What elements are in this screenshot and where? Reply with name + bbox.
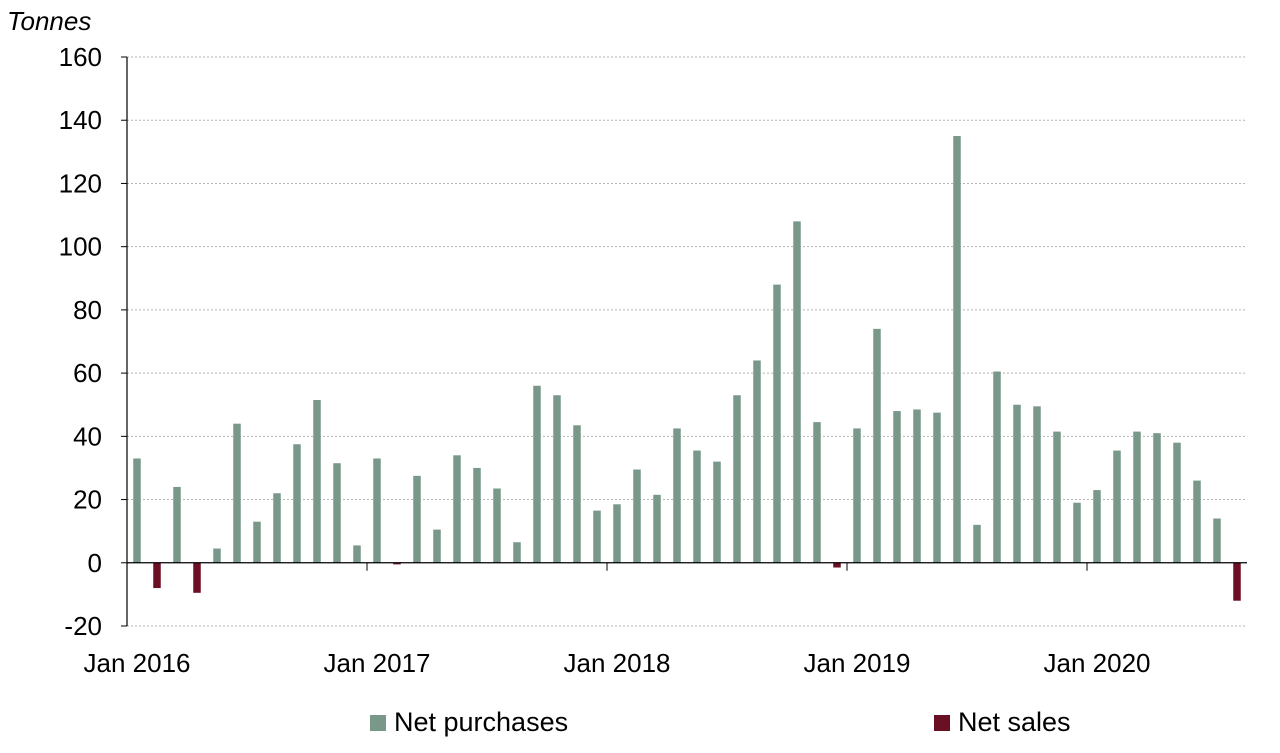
y-tick-label: 80	[73, 295, 102, 325]
x-tick-label: Jan 2019	[804, 648, 911, 678]
legend-label: Net purchases	[394, 707, 568, 737]
bar-net-purchases	[533, 385, 541, 563]
bar-net-purchases	[553, 395, 561, 563]
y-tick-label: 120	[59, 168, 102, 198]
y-axis-ticks: -20 0 20 40 60 80 100 120 140 160	[59, 42, 127, 641]
bar-net-purchases	[913, 409, 921, 563]
bar-net-purchases	[1213, 518, 1221, 563]
bar-net-purchases	[473, 467, 481, 563]
bar-net-purchases	[593, 510, 601, 563]
bar-net-purchases	[733, 395, 741, 563]
bar-net-purchases	[513, 542, 521, 563]
bar-net-purchases	[613, 504, 621, 563]
axes	[126, 57, 1247, 626]
bar-net-sales	[193, 562, 201, 593]
bar-net-sales	[833, 562, 841, 568]
legend-label: Net sales	[958, 707, 1071, 737]
bar-net-purchases	[1173, 442, 1181, 563]
y-tick-label: 60	[73, 358, 102, 388]
bar-net-purchases	[133, 458, 141, 563]
bar-net-purchases	[373, 458, 381, 563]
y-tick-label: 40	[73, 421, 102, 451]
bar-net-purchases	[773, 284, 781, 563]
bar-net-purchases	[1033, 406, 1041, 563]
x-tick-label: Jan 2020	[1044, 648, 1151, 678]
bar-net-sales	[393, 562, 401, 565]
bar-net-purchases	[333, 463, 341, 563]
bar-net-purchases	[213, 548, 221, 563]
bar-net-purchases	[633, 469, 641, 563]
bar-net-purchases	[573, 425, 581, 563]
bar-net-purchases	[493, 488, 501, 563]
bar-net-sales	[1233, 562, 1241, 601]
bar-net-purchases	[1113, 450, 1121, 563]
bar-net-purchases	[1013, 404, 1021, 563]
bar-net-purchases	[653, 494, 661, 563]
y-tick-label: -20	[64, 611, 102, 641]
bar-net-purchases	[453, 455, 461, 563]
bar-net-purchases	[993, 371, 1001, 563]
y-tick-label: 0	[88, 548, 102, 578]
bar-net-purchases	[713, 461, 721, 563]
bar-net-purchases	[1093, 490, 1101, 563]
bar-net-purchases	[1193, 480, 1201, 563]
bar-net-purchases	[313, 399, 321, 563]
x-tick-label: Jan 2018	[564, 648, 671, 678]
bar-net-purchases	[1153, 433, 1161, 563]
bar-net-purchases	[953, 136, 961, 563]
bar-net-purchases	[293, 444, 301, 563]
bar-net-purchases	[1133, 431, 1141, 563]
bar-net-purchases	[433, 529, 441, 563]
bar-net-purchases	[233, 423, 241, 563]
bar-net-purchases	[693, 450, 701, 563]
bars	[133, 136, 1241, 601]
y-axis-title: Tonnes	[7, 6, 91, 36]
bar-net-purchases	[273, 493, 281, 563]
bar-net-purchases	[973, 524, 981, 563]
bar-net-purchases	[173, 486, 181, 563]
bar-net-purchases	[893, 411, 901, 563]
bar-net-purchases	[1053, 431, 1061, 563]
bar-net-purchases	[793, 221, 801, 563]
legend: Net purchases Net sales	[370, 707, 1071, 737]
y-tick-label: 140	[59, 105, 102, 135]
bar-net-purchases	[1073, 502, 1081, 563]
bar-net-purchases	[813, 422, 821, 563]
bar-net-purchases	[933, 412, 941, 563]
x-axis-ticks: Jan 2016 Jan 2017 Jan 2018 Jan 2019 Jan 2020	[84, 562, 1151, 678]
bar-net-purchases	[353, 545, 361, 563]
legend-swatch	[934, 715, 950, 731]
bar-net-purchases	[673, 428, 681, 563]
y-tick-label: 100	[59, 232, 102, 262]
x-tick-label: Jan 2017	[324, 648, 431, 678]
bar-net-sales	[153, 562, 161, 589]
y-tick-label: 160	[59, 42, 102, 72]
y-tick-label: 20	[73, 485, 102, 515]
bar-net-purchases	[413, 475, 421, 563]
bar-net-purchases	[253, 521, 261, 563]
x-tick-label: Jan 2016	[84, 648, 191, 678]
bar-net-purchases	[873, 328, 881, 563]
legend-swatch	[370, 715, 386, 731]
bar-net-purchases	[753, 360, 761, 563]
bar-net-purchases	[853, 428, 861, 563]
